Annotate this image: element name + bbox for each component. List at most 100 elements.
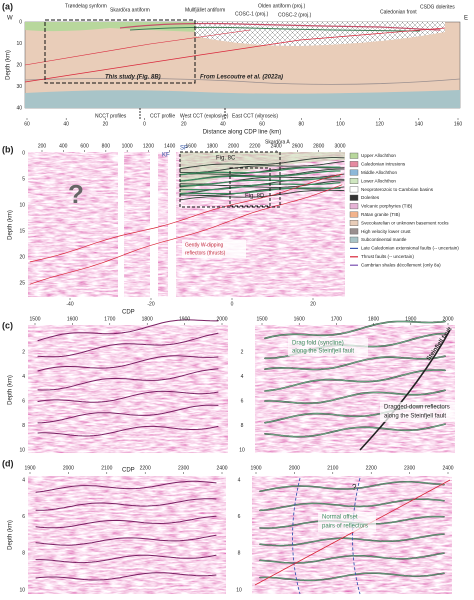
tick-label: 2000 — [216, 316, 227, 322]
tick-label: 2400 — [216, 465, 227, 471]
tick-label: 2200 — [140, 465, 151, 471]
panel-label: (d) — [2, 458, 14, 468]
tick-label: 2300 — [178, 465, 189, 471]
west: W — [7, 16, 13, 22]
tick-label: 20 — [310, 301, 316, 307]
tick-label: 1700 — [104, 316, 115, 322]
tick-label: 1400 — [164, 143, 175, 149]
marker: Fig. 8C — [216, 156, 236, 162]
seismic-image — [28, 152, 345, 297]
profile: East CCT (vibroseis) — [232, 113, 278, 119]
tick-label: 0 — [22, 150, 25, 156]
reflector — [179, 180, 345, 194]
tick-label: 2800 — [313, 143, 324, 149]
tick-label: 2400 — [271, 143, 282, 149]
reflector — [37, 319, 219, 342]
annotation-bg — [380, 402, 458, 422]
thrust-fault — [24, 29, 251, 66]
tick-label: 60 — [259, 121, 265, 127]
marker: Skardöra A — [265, 139, 290, 145]
profile: CCT profile — [150, 113, 175, 119]
tick-label: 0 — [19, 19, 22, 25]
reflector — [179, 187, 341, 195]
tick-label: 10 — [19, 587, 25, 593]
tick-label: 2300 — [404, 465, 415, 471]
tick-label: 2000 — [228, 143, 239, 149]
reflectors — [37, 319, 451, 451]
nappe — [129, 26, 421, 32]
tick-label: 800 — [102, 143, 111, 149]
tick-label: 160 — [454, 121, 463, 127]
east: E — [464, 16, 468, 22]
tick-label: 20 — [19, 254, 25, 260]
annotation: ? — [352, 483, 357, 492]
marker: Fig. 8D — [245, 194, 265, 200]
annotation: pairs of reflectors — [322, 524, 368, 530]
tick-label: 1900 — [179, 316, 190, 322]
marker: SP — [180, 146, 188, 152]
tick-label: 6 — [238, 514, 241, 520]
tick-label: 2 — [22, 349, 25, 355]
tick-label: 3000 — [334, 143, 345, 149]
legend-label: Rätan granite (TIB) — [361, 212, 401, 217]
y-label: Depth (km) — [8, 520, 14, 550]
y-label: Depth (km) — [6, 50, 12, 80]
tick-label: 10 — [239, 447, 245, 453]
profile: NCCT profiles — [95, 113, 127, 119]
reflector — [264, 369, 446, 392]
tick-label: -20 — [147, 301, 154, 307]
tick-label: 4 — [238, 477, 241, 483]
upper-allochthon — [180, 152, 345, 195]
tick-label: 1000 — [122, 143, 133, 149]
legend-label: Thrust faults (-- uncertain) — [361, 254, 414, 259]
reflector — [35, 480, 217, 493]
tick-label: 40 — [220, 121, 226, 127]
tick-label: 1900 — [24, 465, 35, 471]
y-label: Depth (km) — [8, 210, 14, 240]
fault — [292, 477, 301, 595]
legend-swatch — [349, 228, 359, 235]
reflector — [179, 157, 345, 170]
tick-label: 4 — [22, 374, 25, 380]
legend-swatch — [349, 169, 359, 176]
lower-crust-top — [24, 78, 461, 85]
tick-label: 8 — [22, 551, 25, 557]
study-box — [44, 19, 196, 84]
fig8c-box — [179, 151, 281, 208]
reflector — [35, 554, 217, 564]
legend-swatch — [349, 211, 359, 218]
tick-label: 1800 — [142, 316, 153, 322]
tick-label: 200 — [38, 143, 47, 149]
tick-label: 1900 — [405, 316, 416, 322]
panel-label: (a) — [2, 1, 13, 11]
tick-label: 2 — [241, 349, 244, 355]
tick-label: 1600 — [67, 316, 78, 322]
legend: Upper Allochthon Caledonian intrusions Mid… — [349, 152, 459, 267]
annotation: along the Steinfjell fault — [384, 414, 446, 420]
tick-label: 2100 — [327, 465, 338, 471]
tick-label: 6 — [22, 514, 25, 520]
tick-label: 600 — [80, 143, 89, 149]
tick-label: 20 — [181, 121, 187, 127]
tick-label: 1200 — [143, 143, 154, 149]
tick-label: 4 — [22, 477, 25, 483]
reflector — [35, 572, 217, 581]
tick-label: 100 — [336, 121, 345, 127]
reflector — [35, 534, 217, 546]
reflector — [37, 368, 219, 391]
reflector — [29, 184, 343, 285]
legend-label: Cambrian shales décollement (only 8a) — [361, 262, 441, 267]
y-label: Depth (km) — [8, 375, 14, 405]
legend-label: Caledonian intrusions — [361, 162, 406, 167]
tick-label: 8 — [22, 423, 25, 429]
legend-label: Late Caledonian extensional faults (-- u… — [361, 246, 459, 251]
legend-swatch — [349, 186, 359, 193]
tick-label: 40 — [63, 121, 69, 127]
reflector — [264, 321, 446, 339]
feature: Olden antiform (proj.) — [258, 3, 306, 9]
reflector — [264, 423, 446, 438]
legend-label: Lower Allochthon — [361, 178, 396, 183]
thrust-fault — [24, 27, 446, 83]
tick-label: 2000 — [442, 316, 453, 322]
